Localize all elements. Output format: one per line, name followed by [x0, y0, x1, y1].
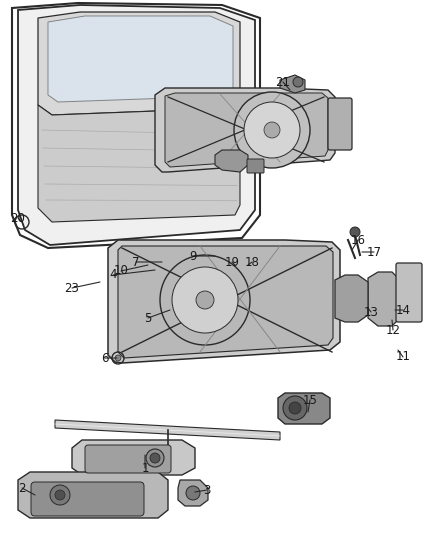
- FancyBboxPatch shape: [85, 445, 171, 473]
- Text: 20: 20: [11, 212, 25, 224]
- Text: 2: 2: [18, 481, 26, 495]
- Text: 14: 14: [396, 303, 410, 317]
- Text: 3: 3: [203, 483, 211, 497]
- Circle shape: [350, 227, 360, 237]
- Polygon shape: [38, 12, 240, 115]
- Circle shape: [55, 490, 65, 500]
- Circle shape: [264, 122, 280, 138]
- FancyBboxPatch shape: [247, 159, 264, 173]
- Text: 9: 9: [189, 249, 197, 262]
- Circle shape: [160, 255, 250, 345]
- Text: 15: 15: [303, 393, 318, 407]
- Circle shape: [234, 92, 310, 168]
- Polygon shape: [280, 75, 305, 93]
- Text: 4: 4: [109, 269, 117, 281]
- Polygon shape: [165, 93, 328, 167]
- Text: 13: 13: [364, 305, 378, 319]
- Text: 16: 16: [350, 233, 365, 246]
- Circle shape: [293, 77, 303, 87]
- Polygon shape: [72, 440, 195, 475]
- Text: 12: 12: [385, 324, 400, 336]
- Text: 19: 19: [225, 255, 240, 269]
- Circle shape: [50, 485, 70, 505]
- FancyBboxPatch shape: [328, 98, 352, 150]
- Circle shape: [172, 267, 238, 333]
- Text: 21: 21: [276, 76, 290, 88]
- Polygon shape: [215, 150, 248, 172]
- Polygon shape: [178, 480, 208, 506]
- Text: 5: 5: [144, 311, 152, 325]
- Polygon shape: [368, 272, 400, 326]
- Polygon shape: [108, 240, 340, 363]
- Polygon shape: [335, 275, 368, 322]
- Circle shape: [244, 102, 300, 158]
- Polygon shape: [155, 88, 335, 172]
- Text: 7: 7: [132, 255, 140, 269]
- Circle shape: [115, 355, 121, 361]
- Polygon shape: [278, 393, 330, 424]
- Text: 10: 10: [113, 264, 128, 278]
- Circle shape: [146, 449, 164, 467]
- Polygon shape: [18, 5, 255, 245]
- Text: 6: 6: [101, 351, 109, 365]
- Text: 18: 18: [244, 255, 259, 269]
- Polygon shape: [48, 16, 233, 102]
- Text: 17: 17: [367, 246, 381, 259]
- Polygon shape: [18, 472, 168, 518]
- Circle shape: [283, 396, 307, 420]
- Circle shape: [150, 453, 160, 463]
- Text: 1: 1: [141, 462, 149, 474]
- Circle shape: [196, 291, 214, 309]
- Circle shape: [289, 402, 301, 414]
- Polygon shape: [118, 246, 333, 358]
- Text: 23: 23: [64, 281, 79, 295]
- FancyBboxPatch shape: [396, 263, 422, 322]
- Text: 11: 11: [396, 351, 410, 364]
- Circle shape: [186, 486, 200, 500]
- Polygon shape: [55, 420, 280, 440]
- Polygon shape: [38, 100, 240, 222]
- FancyBboxPatch shape: [31, 482, 144, 516]
